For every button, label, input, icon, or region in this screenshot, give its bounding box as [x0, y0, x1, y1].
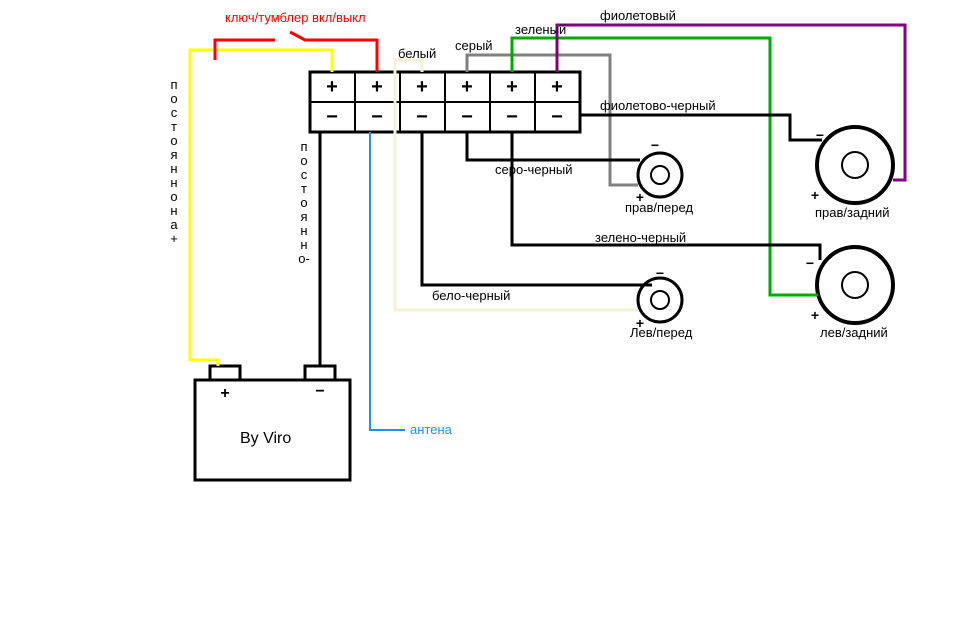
- speaker-right-rear: − +: [811, 127, 893, 203]
- label-right-front: прав/перед: [625, 200, 693, 215]
- svg-text:−: −: [806, 255, 814, 271]
- label-antenna: антена: [410, 422, 452, 437]
- label-left-front: Лев/перед: [630, 325, 692, 340]
- wire-white-black: [422, 132, 652, 285]
- svg-text:+: +: [416, 76, 428, 98]
- svg-text:+: +: [371, 76, 383, 98]
- label-gray-black: серо-черный: [495, 162, 573, 177]
- label-green: зеленый: [515, 22, 566, 37]
- label-green-black: зелено-черный: [595, 230, 686, 245]
- label-switch: ключ/тумблер вкл/выкл: [225, 10, 366, 25]
- svg-text:−: −: [656, 265, 664, 281]
- svg-text:−: −: [315, 383, 324, 400]
- svg-text:+: +: [506, 76, 518, 98]
- svg-text:+: +: [220, 385, 229, 402]
- wire-antenna: [370, 132, 405, 430]
- label-gray: серый: [455, 38, 493, 53]
- svg-text:+: +: [551, 76, 563, 98]
- label-const-minus: постоянно-: [298, 140, 310, 266]
- wiring-diagram: + + + + + + − − − − − − + − − + − + − +: [0, 0, 960, 626]
- wire-violet-black: [580, 115, 822, 140]
- speaker-right-front: − +: [636, 137, 682, 205]
- wire-gray-black: [467, 132, 640, 160]
- svg-text:−: −: [651, 137, 659, 153]
- svg-text:−: −: [461, 106, 473, 128]
- svg-text:−: −: [416, 106, 428, 128]
- battery: + −: [195, 366, 350, 480]
- label-const-plus: постоянно на+: [168, 78, 180, 246]
- label-right-rear: прав/задний: [815, 205, 890, 220]
- svg-text:+: +: [326, 76, 338, 98]
- label-battery: By Viro: [240, 430, 291, 448]
- label-white-black: бело-черный: [432, 288, 510, 303]
- connector-block: + + + + + + − − − − − −: [310, 72, 580, 132]
- svg-text:+: +: [811, 187, 819, 203]
- wire-red: [215, 32, 377, 72]
- svg-text:−: −: [371, 106, 383, 128]
- svg-text:−: −: [551, 106, 563, 128]
- svg-text:+: +: [461, 76, 473, 98]
- svg-text:−: −: [506, 106, 518, 128]
- label-white: белый: [398, 46, 436, 61]
- svg-text:+: +: [811, 307, 819, 323]
- svg-text:−: −: [326, 106, 338, 128]
- label-left-rear: лев/задний: [820, 325, 888, 340]
- label-violet-black: фиолетово-черный: [600, 98, 716, 113]
- label-violet: фиолетовый: [600, 8, 676, 23]
- speaker-left-front: − +: [636, 265, 682, 331]
